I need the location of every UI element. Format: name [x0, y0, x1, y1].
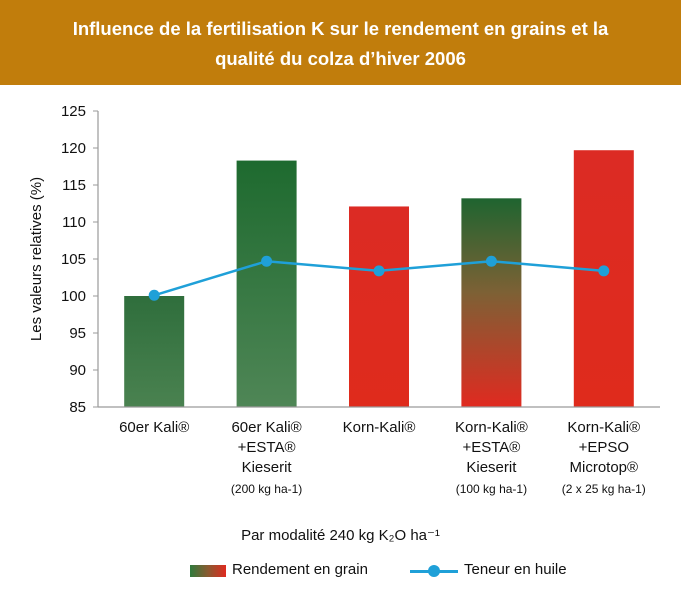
x-tick-label-4-line-1: Korn-Kali® — [455, 419, 528, 436]
y-tick-label: 105 — [61, 251, 86, 268]
x-tick-label-2-line-3: Kieserit — [242, 459, 293, 476]
point-teneur-4 — [485, 255, 497, 267]
legend-line-label: Teneur en huile — [464, 561, 567, 578]
x-tick-label-5-line-1: Korn-Kali® — [567, 419, 640, 436]
bar-rendement-3 — [349, 206, 409, 407]
y-tick-label: 100 — [61, 288, 86, 305]
x-tick-label-4-line-2: +ESTA® — [462, 439, 520, 456]
x-axis-title-text: Par modalité 240 kg K₂O ha⁻¹ — [241, 527, 440, 544]
y-tick-label: 95 — [69, 325, 86, 342]
x-tick-label-2-line-2: +ESTA® — [238, 439, 296, 456]
x-axis-title: Par modalité 240 kg K₂O ha⁻¹ — [0, 526, 681, 544]
chart-title-banner: Influence de la fertilisation K sur le r… — [0, 0, 681, 85]
point-teneur-3 — [373, 265, 385, 277]
x-tick-note-2: (200 kg ha-1) — [231, 482, 302, 496]
y-tick-label: 115 — [62, 177, 86, 194]
x-tick-label-5-line-3: Microtop® — [570, 459, 639, 476]
bar-rendement-1 — [124, 296, 185, 407]
x-tick-label-1-line-1: 60er Kali® — [119, 419, 189, 436]
point-teneur-1 — [148, 289, 160, 301]
chart-title-line-2: qualité du colza d’hiver 2006 — [215, 48, 466, 69]
x-tick-label-5-line-2: +EPSO — [579, 439, 629, 456]
y-tick-label: 90 — [69, 362, 86, 379]
x-tick-label-4-line-3: Kieserit — [466, 459, 517, 476]
legend-bar-swatch — [190, 565, 226, 577]
x-tick-note-5: (2 x 25 kg ha-1) — [562, 482, 646, 496]
legend-bar-label: Rendement en grain — [232, 561, 368, 578]
bar-rendement-4 — [461, 198, 522, 407]
y-tick-label: 85 — [69, 399, 86, 416]
x-tick-label-2-line-1: 60er Kali® — [231, 419, 301, 436]
y-tick-label: 110 — [62, 214, 86, 231]
point-teneur-5 — [598, 265, 610, 277]
chart-title-line-1: Influence de la fertilisation K sur le r… — [72, 18, 609, 39]
point-teneur-2 — [261, 255, 273, 267]
legend-line-marker — [428, 565, 440, 577]
x-tick-label-3-line-1: Korn-Kali® — [343, 419, 416, 436]
bar-rendement-2 — [236, 160, 297, 407]
y-tick-label: 120 — [61, 140, 86, 157]
bar-line-chart: Les valeurs relatives (%) 85 90 95 100 105 110… — [28, 103, 660, 496]
bar-rendement-5 — [573, 150, 634, 407]
y-tick-label: 125 — [61, 103, 86, 120]
y-axis-title: Les valeurs relatives (%) — [28, 177, 45, 341]
x-tick-note-4: (100 kg ha-1) — [456, 482, 527, 496]
